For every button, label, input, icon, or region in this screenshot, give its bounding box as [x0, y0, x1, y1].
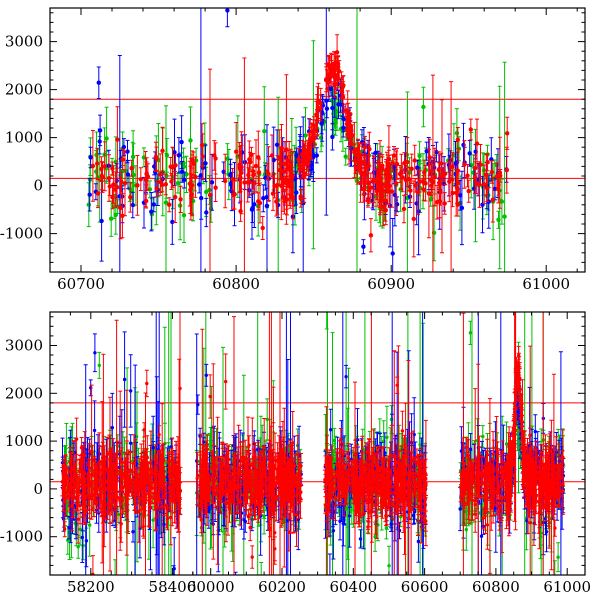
- axis-labels: 60700 60800 60900 61000 -1000 0 1000 2000 3000: [0, 33, 570, 293]
- x-tick-label: 61000: [543, 578, 591, 596]
- series-red: [90, 34, 510, 272]
- y-tick-label: 0: [33, 480, 43, 498]
- x-tick-label: 61000: [522, 275, 570, 293]
- y-tick-label: 2000: [5, 81, 43, 99]
- x-tick-label: 60700: [57, 275, 105, 293]
- top-panel: 60700 60800 60900 61000 -1000 0 1000 2000 3000: [0, 7, 586, 293]
- x-tick-label: 60800: [472, 578, 520, 596]
- x-tick-label: 60200: [258, 578, 306, 596]
- x-tick-label: 58200: [67, 578, 115, 596]
- y-tick-label: 1000: [5, 129, 43, 147]
- axis-ticks: [49, 8, 585, 273]
- y-tick-label: -1000: [0, 225, 43, 243]
- series-red: [60, 312, 565, 575]
- y-tick-label: 3000: [5, 337, 43, 355]
- x-tick-label: 60800: [212, 275, 260, 293]
- y-tick-label: 3000: [5, 33, 43, 51]
- plot-area: [50, 312, 585, 575]
- x-tick-label: 58400: [149, 578, 197, 596]
- plot-frame: [49, 7, 586, 273]
- plot-area: [50, 8, 585, 272]
- y-tick-label: 0: [33, 177, 43, 195]
- y-tick-label: 1000: [5, 432, 43, 450]
- error-bars-green: [86, 8, 507, 272]
- y-tick-label: 2000: [5, 384, 43, 402]
- x-tick-label: 60400: [329, 578, 377, 596]
- x-tick-label: 60000: [187, 578, 235, 596]
- x-tick-label: 60600: [401, 578, 449, 596]
- x-tick-label: 60900: [367, 275, 415, 293]
- series-green: [86, 8, 507, 272]
- y-tick-label: -1000: [0, 528, 43, 546]
- axis-ticks: [49, 312, 586, 576]
